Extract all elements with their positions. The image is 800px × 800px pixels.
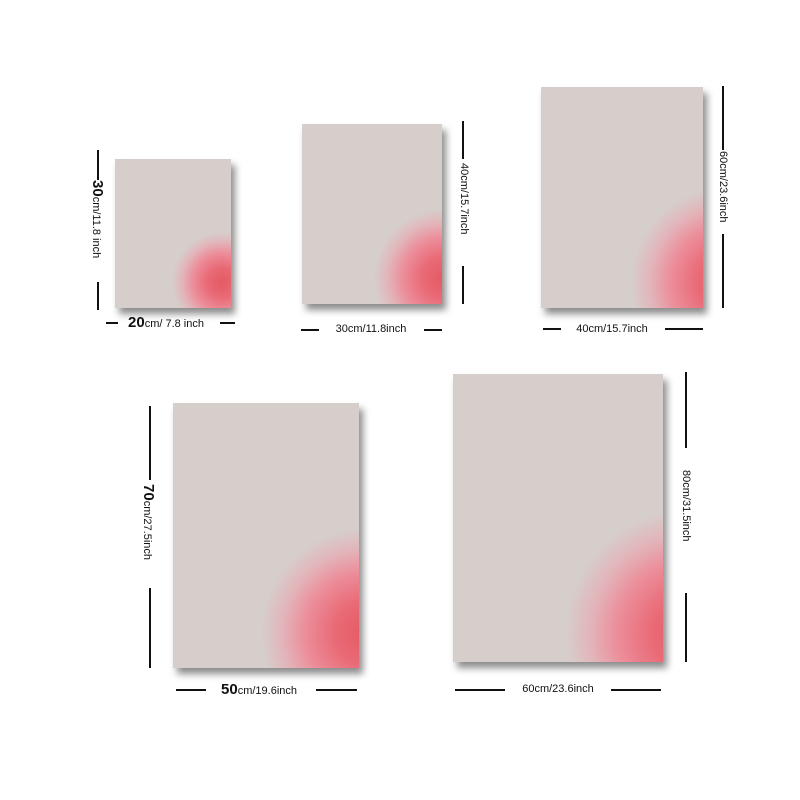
height-unit: cm/11.8 inch xyxy=(90,196,102,259)
width-line-30x40-right xyxy=(424,329,442,331)
width-line-60x80-left xyxy=(455,689,505,691)
width-label-30x40: 30cm/11.8inch xyxy=(335,323,407,335)
height-line-20x30-bottom xyxy=(97,282,99,310)
print-50x70 xyxy=(173,403,359,668)
width-value: 20 xyxy=(128,314,145,331)
height-line-20x30-top xyxy=(97,150,99,180)
height-line-40x60-top xyxy=(722,86,724,150)
width-label-50x70: 50cm/19.6inch xyxy=(221,681,297,699)
width-line-30x40-left xyxy=(301,329,319,331)
height-label-40x60: 60cm/23.6inch xyxy=(717,151,729,223)
width-label-60x80: 60cm/23.6inch xyxy=(522,683,594,695)
print-20x30 xyxy=(115,159,231,308)
height-unit: cm/27.5inch xyxy=(141,500,153,560)
width-label-20x30: 20cm/ 7.8 inch xyxy=(128,314,204,332)
width-line-40x60-right xyxy=(665,328,703,330)
height-line-40x60-bottom xyxy=(722,234,724,308)
width-line-40x60-left xyxy=(543,328,561,330)
height-value: 30 xyxy=(89,180,106,197)
print-60x80 xyxy=(453,374,663,662)
width-value: 50 xyxy=(221,681,238,698)
height-line-30x40-top xyxy=(462,121,464,159)
height-line-60x80-top xyxy=(685,372,687,448)
height-value: 70 xyxy=(140,484,157,501)
width-line-50x70-right xyxy=(316,689,357,691)
width-unit: cm/19.6inch xyxy=(237,685,297,697)
height-line-50x70-top xyxy=(149,406,151,480)
height-label-20x30: 30cm/11.8 inch xyxy=(88,180,106,258)
height-label-30x40: 40cm/15.7inch xyxy=(458,163,470,235)
width-line-60x80-right xyxy=(611,689,661,691)
width-label-40x60: 40cm/15.7inch xyxy=(576,323,648,335)
height-label-50x70: 70cm/27.5inch xyxy=(139,484,157,560)
height-line-30x40-bottom xyxy=(462,266,464,304)
width-line-20x30-left xyxy=(106,322,118,324)
height-label-60x80: 80cm/31.5inch xyxy=(680,470,692,542)
width-line-20x30-right xyxy=(220,322,235,324)
print-30x40 xyxy=(302,124,442,304)
width-unit: cm/ 7.8 inch xyxy=(144,318,204,330)
height-line-60x80-bottom xyxy=(685,593,687,662)
width-line-50x70-left xyxy=(176,689,206,691)
height-line-50x70-bottom xyxy=(149,588,151,668)
print-40x60 xyxy=(541,87,703,308)
